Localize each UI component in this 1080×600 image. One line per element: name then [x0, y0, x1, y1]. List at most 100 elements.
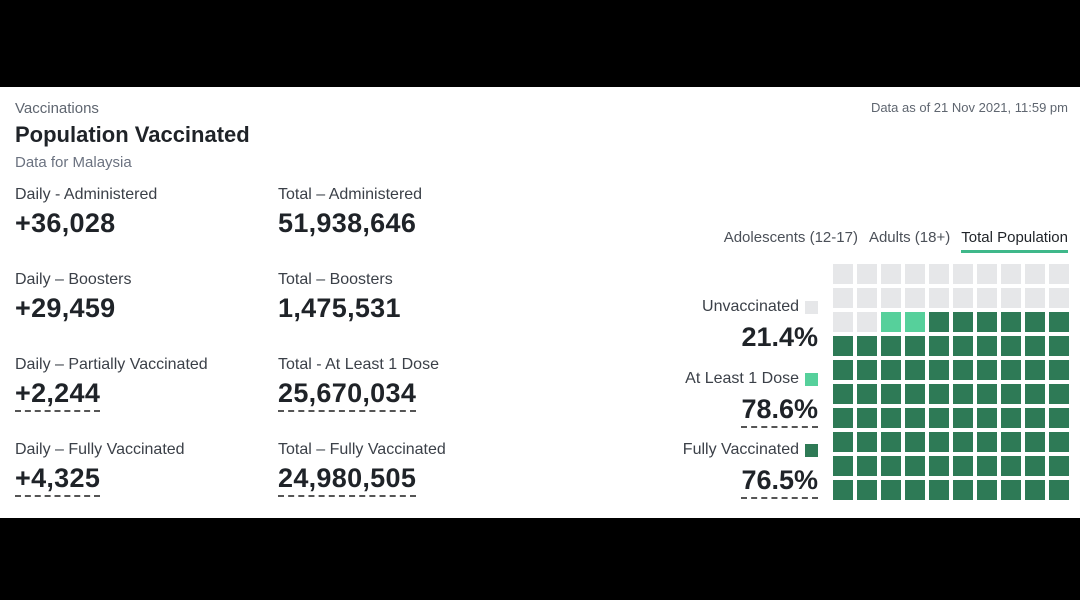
waffle-cell-fully-vaccinated [857, 384, 877, 404]
waffle-cell-unvaccinated [833, 288, 853, 308]
legend-value[interactable]: 76.5% [741, 465, 818, 499]
waffle-cell-fully-vaccinated [857, 480, 877, 500]
waffle-cell-fully-vaccinated [1025, 384, 1045, 404]
waffle-cell-fully-vaccinated [1025, 456, 1045, 476]
legend-value[interactable]: 78.6% [741, 394, 818, 428]
waffle-cell-fully-vaccinated [1025, 480, 1045, 500]
waffle-cell-unvaccinated [953, 288, 973, 308]
waffle-cell-fully-vaccinated [977, 336, 997, 356]
tab-adults[interactable]: Adults (18+) [868, 229, 951, 246]
waffle-cell-unvaccinated [953, 264, 973, 284]
waffle-cell-fully-vaccinated [881, 432, 901, 452]
waffle-cell-fully-vaccinated [1001, 384, 1021, 404]
legend-fully-vaccinated: Fully Vaccinated 76.5% [683, 441, 818, 499]
waffle-cell-fully-vaccinated [1001, 360, 1021, 380]
legend-label: Unvaccinated [702, 298, 799, 315]
waffle-cell-fully-vaccinated [1049, 456, 1069, 476]
waffle-cell-fully-vaccinated [857, 432, 877, 452]
waffle-cell-fully-vaccinated [905, 408, 925, 428]
waffle-cell-fully-vaccinated [977, 480, 997, 500]
waffle-cell-unvaccinated [977, 264, 997, 284]
stat-daily-partially-vaccinated: Daily – Partially Vaccinated +2,244 [15, 356, 208, 412]
waffle-cell-fully-vaccinated [881, 408, 901, 428]
waffle-cell-fully-vaccinated [905, 384, 925, 404]
waffle-cell-fully-vaccinated [905, 336, 925, 356]
waffle-cell-fully-vaccinated [833, 480, 853, 500]
stat-value: 51,938,646 [278, 208, 417, 238]
waffle-cell-fully-vaccinated [833, 456, 853, 476]
stat-total-boosters: Total – Boosters 1,475,531 [278, 271, 401, 324]
waffle-cell-fully-vaccinated [1025, 432, 1045, 452]
unvaccinated-swatch [805, 300, 818, 314]
waffle-cell-fully-vaccinated [1049, 336, 1069, 356]
waffle-cell-fully-vaccinated [977, 384, 997, 404]
waffle-cell-fully-vaccinated [881, 480, 901, 500]
waffle-cell-fully-vaccinated [881, 384, 901, 404]
tab-total-population[interactable]: Total Population [961, 229, 1068, 253]
stat-value[interactable]: 25,670,034 [278, 378, 417, 412]
waffle-cell-unvaccinated [881, 288, 901, 308]
waffle-cell-fully-vaccinated [857, 456, 877, 476]
waffle-cell-fully-vaccinated [953, 456, 973, 476]
stat-value[interactable]: +2,244 [15, 378, 101, 412]
waffle-cell-fully-vaccinated [1049, 432, 1069, 452]
waffle-cell-fully-vaccinated [929, 480, 949, 500]
stat-total-at-least-1-dose: Total - At Least 1 Dose 25,670,034 [278, 356, 439, 412]
waffle-cell-unvaccinated [1001, 288, 1021, 308]
waffle-cell-fully-vaccinated [833, 408, 853, 428]
waffle-cell-fully-vaccinated [953, 408, 973, 428]
waffle-cell-fully-vaccinated [1049, 408, 1069, 428]
stat-label: Total – Boosters [278, 271, 393, 288]
stat-value: 1,475,531 [278, 293, 401, 323]
waffle-cell-fully-vaccinated [881, 336, 901, 356]
stat-value[interactable]: 24,980,505 [278, 463, 417, 497]
waffle-cell-fully-vaccinated [953, 480, 973, 500]
waffle-cell-fully-vaccinated [833, 360, 853, 380]
waffle-cell-fully-vaccinated [1001, 312, 1021, 332]
waffle-cell-fully-vaccinated [953, 312, 973, 332]
waffle-cell-fully-vaccinated [1025, 336, 1045, 356]
stat-value: +36,028 [15, 208, 116, 238]
stat-total-administered: Total – Administered 51,938,646 [278, 186, 422, 239]
waffle-cell-fully-vaccinated [1025, 408, 1045, 428]
waffle-cell-fully-vaccinated [857, 408, 877, 428]
waffle-cell-unvaccinated [1049, 288, 1069, 308]
stat-daily-boosters: Daily – Boosters +29,459 [15, 271, 132, 324]
waffle-cell-fully-vaccinated [929, 312, 949, 332]
section-label: Vaccinations [15, 100, 99, 117]
waffle-cell-fully-vaccinated [953, 432, 973, 452]
waffle-cell-fully-vaccinated [1001, 408, 1021, 428]
waffle-cell-fully-vaccinated [1001, 480, 1021, 500]
waffle-cell-fully-vaccinated [953, 384, 973, 404]
stat-daily-administered: Daily - Administered +36,028 [15, 186, 157, 239]
stat-label: Daily – Fully Vaccinated [15, 441, 185, 458]
waffle-cell-fully-vaccinated [977, 360, 997, 380]
waffle-cell-fully-vaccinated [1049, 384, 1069, 404]
waffle-cell-fully-vaccinated [953, 336, 973, 356]
waffle-cell-fully-vaccinated [1049, 360, 1069, 380]
waffle-cell-fully-vaccinated [977, 432, 997, 452]
population-tabs: Adolescents (12-17) Adults (18+) Total P… [724, 229, 1068, 253]
waffle-cell-fully-vaccinated [833, 432, 853, 452]
stat-label: Daily – Partially Vaccinated [15, 356, 208, 373]
waffle-cell-unvaccinated [1001, 264, 1021, 284]
waffle-cell-unvaccinated [1025, 264, 1045, 284]
at-least-1-dose-swatch [805, 372, 818, 386]
waffle-cell-unvaccinated [881, 264, 901, 284]
stat-value[interactable]: +4,325 [15, 463, 101, 497]
tab-adolescents[interactable]: Adolescents (12-17) [723, 229, 858, 246]
waffle-cell-fully-vaccinated [905, 432, 925, 452]
stat-daily-fully-vaccinated: Daily – Fully Vaccinated +4,325 [15, 441, 185, 497]
legend-label: Fully Vaccinated [682, 441, 799, 458]
vaccination-panel: Vaccinations Population Vaccinated Data … [0, 87, 1080, 518]
legend-at-least-1-dose: At Least 1 Dose 78.6% [685, 370, 818, 428]
waffle-cell-fully-vaccinated [929, 336, 949, 356]
waffle-cell-unvaccinated [977, 288, 997, 308]
waffle-cell-fully-vaccinated [1049, 480, 1069, 500]
waffle-cell-fully-vaccinated [833, 384, 853, 404]
waffle-cell-fully-vaccinated [977, 408, 997, 428]
waffle-cell-unvaccinated [833, 312, 853, 332]
waffle-cell-at-least-1-dose [881, 312, 901, 332]
waffle-cell-fully-vaccinated [1001, 432, 1021, 452]
legend-unvaccinated: Unvaccinated 21.4% [702, 298, 818, 354]
